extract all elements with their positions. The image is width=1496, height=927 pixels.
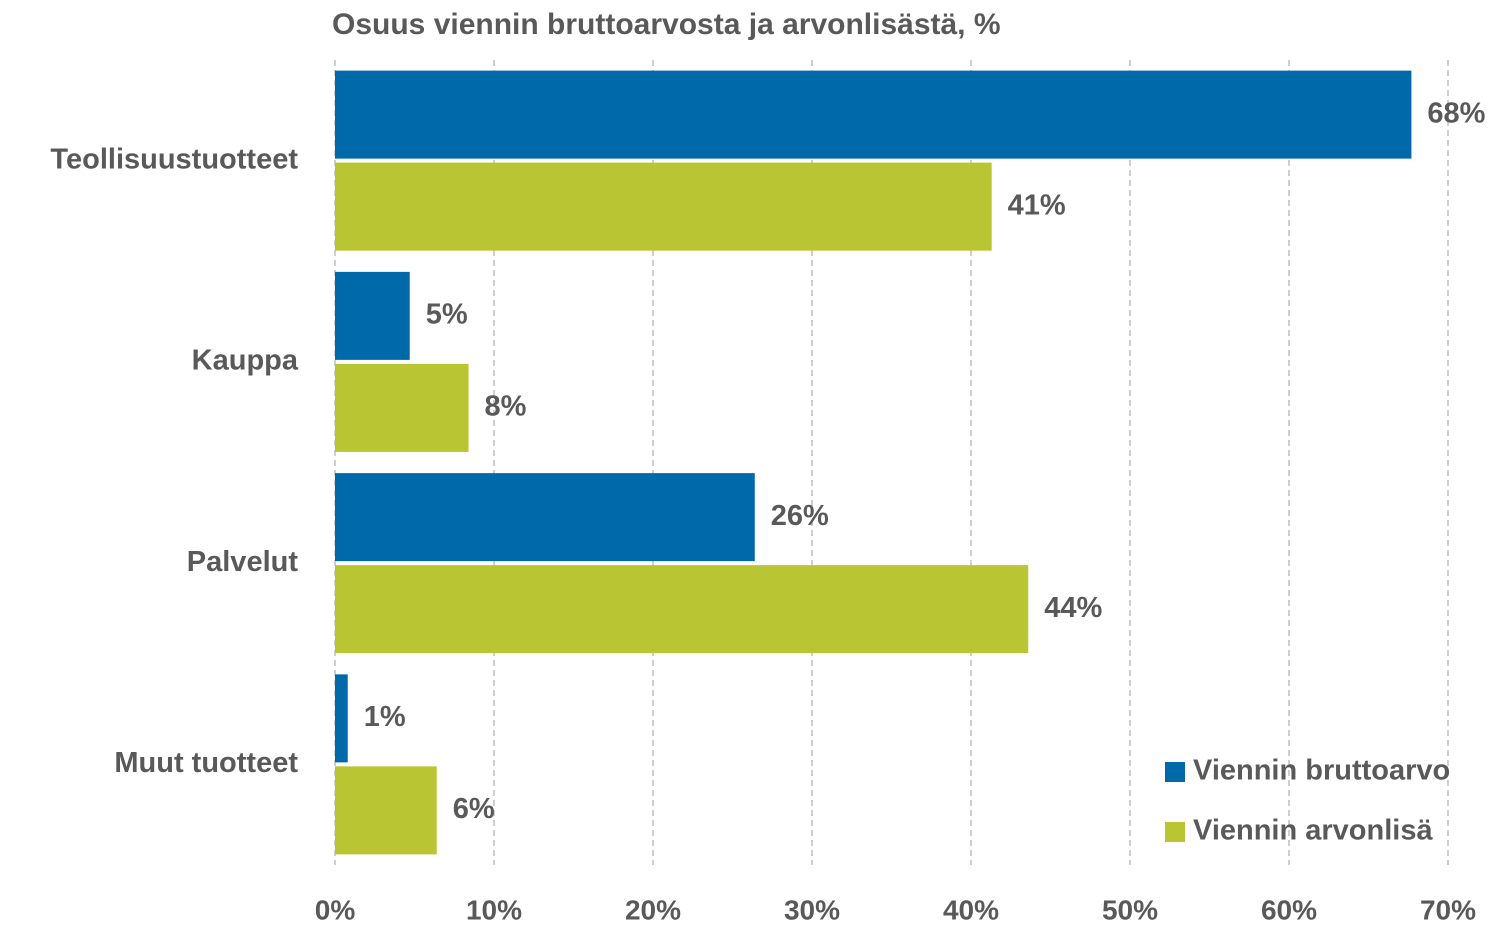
- y-tick-label: Kauppa: [192, 345, 299, 377]
- value-label: 5%: [426, 299, 468, 331]
- bar: [335, 473, 755, 562]
- x-tick-label: 50%: [1102, 894, 1158, 925]
- value-label: 41%: [1008, 189, 1066, 221]
- x-tick-label: 20%: [625, 894, 681, 925]
- y-tick-label: Teollisuustuotteet: [50, 143, 298, 175]
- bar: [335, 363, 469, 452]
- chart-title: Osuus viennin bruttoarvosta ja arvonlisä…: [332, 8, 1001, 41]
- value-label: 26%: [771, 500, 829, 532]
- x-tick-label: 30%: [784, 894, 840, 925]
- bar: [335, 565, 1029, 654]
- bar: [335, 674, 348, 763]
- x-tick-label: 40%: [943, 894, 999, 925]
- x-tick-label: 70%: [1420, 894, 1476, 925]
- legend-label: Viennin bruttoarvo: [1193, 755, 1450, 787]
- bar: [335, 271, 410, 360]
- value-label: 68%: [1427, 97, 1485, 129]
- bar: [335, 162, 992, 251]
- value-label: 44%: [1044, 592, 1102, 624]
- y-tick-label: Palvelut: [187, 546, 299, 578]
- bar: [335, 70, 1412, 159]
- x-tick-label: 0%: [315, 894, 356, 925]
- legend-label: Viennin arvonlisä: [1193, 815, 1433, 847]
- value-label: 6%: [453, 793, 495, 825]
- x-tick-label: 60%: [1261, 894, 1317, 925]
- value-label: 1%: [364, 701, 406, 733]
- x-tick-label: 10%: [466, 894, 522, 925]
- y-tick-label: Muut tuotteet: [114, 747, 298, 779]
- legend-swatch: [1165, 822, 1185, 842]
- bar: [335, 766, 437, 855]
- legend-swatch: [1165, 762, 1185, 782]
- value-label: 8%: [485, 391, 527, 423]
